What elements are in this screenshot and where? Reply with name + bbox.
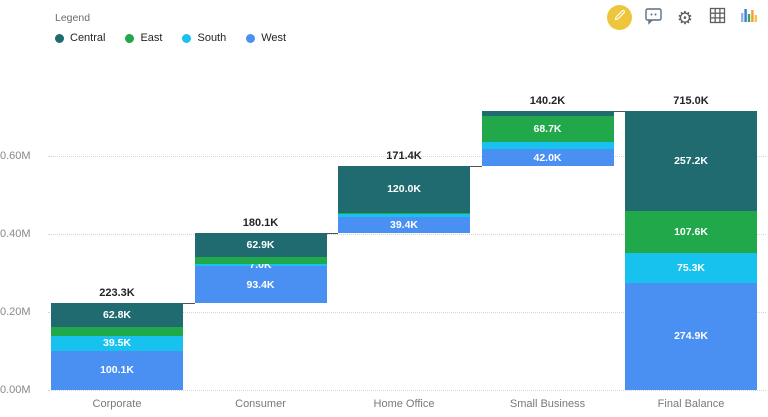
gridline	[48, 234, 766, 235]
bar-segment-home-office-west[interactable]: 39.4K	[338, 217, 470, 233]
total-data-label: 171.4K	[386, 149, 422, 162]
segment-data-label: 107.6K	[674, 226, 708, 239]
bar-segment-corporate-east[interactable]	[51, 327, 183, 336]
segment-data-label: 39.5K	[102, 337, 132, 350]
legend-dot-icon	[182, 33, 192, 43]
segment-data-label: 42.0K	[533, 151, 562, 164]
total-data-label: 140.2K	[529, 95, 566, 108]
bar-segment-final-balance-east[interactable]: 107.6K	[625, 211, 757, 254]
segment-data-label: 257.2K	[674, 155, 708, 168]
edit-pencil-icon	[613, 8, 627, 27]
chart-visual-button[interactable]	[738, 7, 760, 29]
y-axis-tick-label: 0.20M	[0, 306, 31, 318]
bar-segment-final-balance-central[interactable]: 257.2K	[625, 111, 757, 212]
bar-segment-small-business-east[interactable]: 68.7K	[481, 115, 614, 143]
bar-segment-consumer-south[interactable]: 7.0K	[194, 259, 327, 271]
legend-item-east[interactable]: East	[125, 32, 162, 44]
settings-button[interactable]: ⚙	[674, 7, 696, 29]
comments-button[interactable]	[642, 7, 664, 29]
visual-toolbar: ⚙	[607, 5, 760, 30]
gridline	[48, 156, 766, 157]
legend-item-south[interactable]: South	[182, 32, 226, 44]
connector-line	[183, 302, 195, 304]
legend-item-label: Central	[70, 32, 106, 44]
edit-button[interactable]	[607, 5, 632, 30]
legend-item-west[interactable]: West	[246, 32, 286, 44]
bar-segment-corporate-west[interactable]: 100.1K	[51, 350, 183, 390]
bar-segment-consumer-central[interactable]: 62.9K	[194, 232, 327, 258]
bar-segment-home-office-south[interactable]	[338, 213, 470, 218]
bar-segment-corporate-central[interactable]: 62.8K	[51, 302, 183, 328]
legend-title: Legend	[55, 12, 91, 24]
bar-segment-home-office-central[interactable]: 120.0K	[338, 165, 470, 213]
x-axis-category-label: Small Business	[509, 398, 586, 410]
y-axis-tick-label: 0.00M	[0, 384, 31, 396]
settings-gear-icon: ⚙	[676, 7, 694, 28]
total-data-label: 180.1K	[242, 216, 279, 229]
grid-view-icon	[709, 7, 726, 29]
legend-dot-icon	[246, 33, 256, 43]
y-axis-tick-label: 0.60M	[0, 150, 31, 162]
total-data-label: 715.0K	[673, 95, 709, 108]
bar-segment-corporate-south[interactable]: 39.5K	[51, 335, 183, 351]
legend-dot-icon	[125, 33, 135, 43]
legend-item-label: South	[197, 32, 227, 44]
segment-data-label: 93.4K	[246, 278, 275, 291]
legend: Legend Central East South West	[55, 12, 286, 44]
segment-data-label: 100.1K	[100, 364, 134, 377]
grid-view-button[interactable]	[706, 7, 728, 29]
x-axis-category-label: Consumer	[235, 398, 286, 410]
x-axis-category-label: Final Balance	[657, 398, 725, 410]
bar-segment-small-business-west[interactable]: 42.0K	[481, 149, 614, 166]
segment-data-label: 62.9K	[246, 238, 275, 251]
bar-segment-final-balance-west[interactable]: 274.9K	[625, 282, 757, 390]
gridline	[48, 390, 766, 391]
bar-segment-consumer-west[interactable]: 93.4K	[194, 266, 327, 303]
comments-icon	[644, 6, 663, 30]
segment-data-label: 39.4K	[389, 218, 419, 231]
bar-segment-small-business-central[interactable]	[481, 111, 614, 116]
total-data-label: 223.3K	[99, 286, 135, 299]
x-axis-category-label: Corporate	[92, 398, 142, 410]
segment-data-label: 120.0K	[387, 183, 421, 196]
segment-data-label: 62.8K	[102, 309, 132, 322]
x-axis-category-label: Home Office	[373, 398, 435, 410]
legend-item-label: West	[261, 32, 287, 44]
chart-visual-icon	[740, 6, 758, 29]
bar-segment-consumer-east[interactable]	[194, 257, 327, 264]
segment-data-label: 274.9K	[674, 330, 708, 343]
gridline	[48, 312, 766, 313]
legend-dot-icon	[55, 33, 64, 43]
legend-item-label: East	[140, 32, 163, 44]
connector-line	[613, 111, 625, 113]
segment-data-label: 68.7K	[533, 123, 562, 136]
segment-data-label: 75.3K	[676, 262, 706, 275]
connector-line	[470, 165, 482, 167]
legend-item-central[interactable]: Central	[55, 32, 105, 44]
connector-line	[326, 232, 338, 234]
legend-items: Central East South West	[55, 32, 286, 44]
bar-segment-final-balance-south[interactable]: 75.3K	[625, 253, 757, 283]
y-axis-tick-label: 0.40M	[0, 228, 31, 240]
bar-segment-small-business-south[interactable]	[481, 142, 614, 150]
